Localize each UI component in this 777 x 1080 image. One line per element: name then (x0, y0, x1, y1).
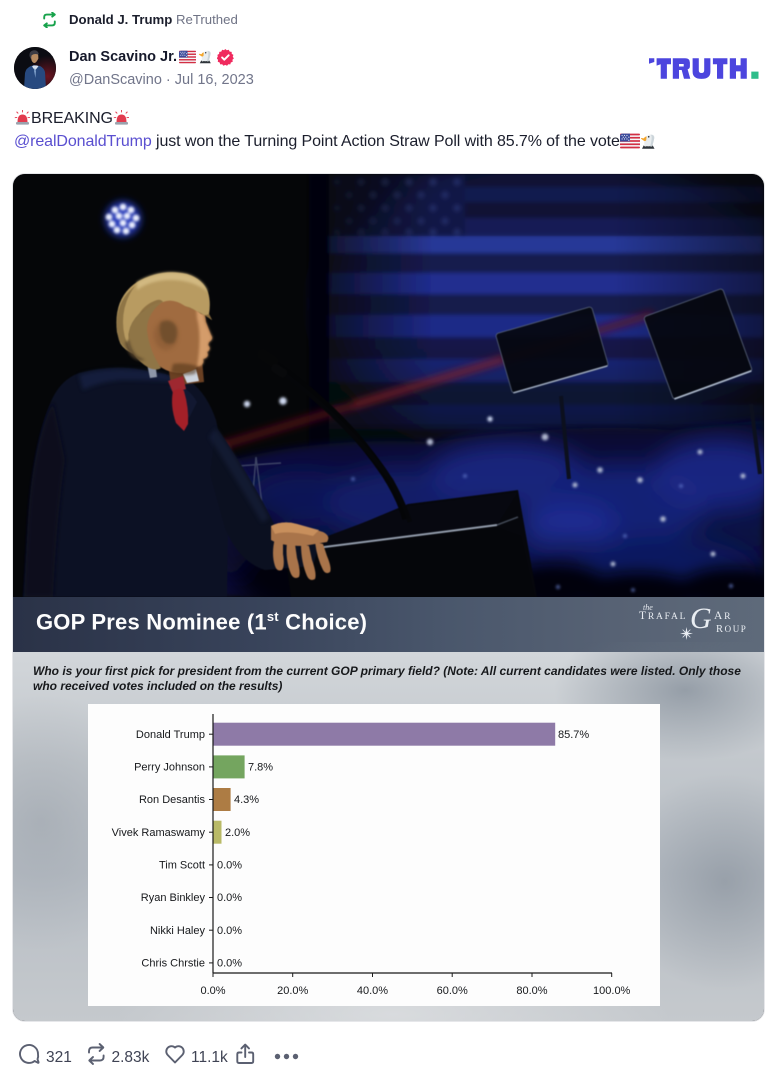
svg-text:80.0%: 80.0% (516, 985, 547, 997)
svg-text:7.8%: 7.8% (248, 762, 273, 774)
svg-text:Ryan Binkley: Ryan Binkley (141, 892, 206, 904)
svg-text:Donald Trump: Donald Trump (136, 729, 205, 741)
svg-text:Nikki Haley: Nikki Haley (150, 925, 206, 937)
svg-text:Tim Scott: Tim Scott (159, 860, 205, 872)
svg-text:85.7%: 85.7% (558, 729, 589, 741)
svg-text:Vivek Ramaswamy: Vivek Ramaswamy (112, 827, 206, 839)
svg-text:2.0%: 2.0% (225, 827, 250, 839)
svg-text:0.0%: 0.0% (217, 958, 242, 970)
svg-text:100.0%: 100.0% (593, 985, 631, 997)
svg-text:Chris Chrstie: Chris Chrstie (141, 958, 205, 970)
svg-text:40.0%: 40.0% (357, 985, 388, 997)
svg-text:0.0%: 0.0% (217, 892, 242, 904)
svg-text:11.1k: 11.1k (191, 1049, 228, 1066)
svg-text:60.0%: 60.0% (437, 985, 468, 997)
svg-text:0.0%: 0.0% (200, 985, 225, 997)
svg-text:0.0%: 0.0% (217, 925, 242, 937)
svg-text:0.0%: 0.0% (217, 860, 242, 872)
svg-text:Ron Desantis: Ron Desantis (139, 794, 206, 806)
svg-text:4.3%: 4.3% (234, 794, 259, 806)
svg-text:Perry Johnson: Perry Johnson (134, 762, 205, 774)
svg-text:2.83k: 2.83k (112, 1049, 150, 1066)
svg-text:20.0%: 20.0% (277, 985, 308, 997)
svg-text:321: 321 (46, 1049, 72, 1066)
